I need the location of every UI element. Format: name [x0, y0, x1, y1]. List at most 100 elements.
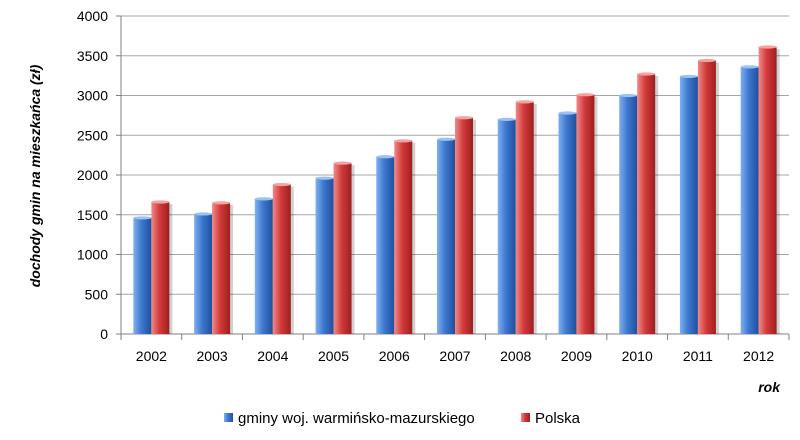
bar-body — [194, 213, 213, 334]
bar-warminsko-mazurskie — [376, 155, 398, 334]
bar-cap — [272, 182, 291, 187]
bar-body — [515, 101, 534, 334]
bar-cap — [315, 176, 334, 180]
legend-swatch-warminsko-mazurskie — [224, 413, 233, 422]
x-tick-label: 2012 — [743, 348, 774, 364]
bar-cap — [151, 200, 170, 204]
bar-cap — [619, 93, 638, 98]
legend: gminy woj. warmińsko-mazurskiego Polska — [224, 410, 581, 427]
y-tick-label: 4000 — [77, 8, 108, 24]
bar-body — [254, 198, 273, 334]
bar-cap — [576, 93, 595, 97]
legend-label-warminsko-mazurskie: gminy woj. warmińsko-mazurskiego — [238, 410, 475, 427]
y-tick-label: 1000 — [77, 247, 108, 263]
y-tick-label: 2500 — [77, 127, 108, 143]
bar-polska — [151, 200, 173, 334]
legend-label-polska: Polska — [535, 410, 581, 427]
bar-body — [758, 47, 777, 334]
x-tick-label: 2003 — [197, 348, 228, 364]
bar-warminsko-mazurskie — [679, 74, 701, 335]
bar-warminsko-mazurskie — [619, 93, 641, 334]
x-tick-label: 2007 — [439, 348, 470, 364]
bar-body — [679, 76, 698, 335]
bar-warminsko-mazurskie — [740, 65, 762, 334]
bar-polska — [455, 116, 476, 334]
legend-swatch-polska — [521, 413, 530, 422]
bar-cap — [697, 58, 716, 63]
bar-polska — [394, 139, 416, 334]
bar-body — [637, 74, 656, 334]
bar-body — [697, 60, 716, 335]
bar-warminsko-mazurskie — [558, 111, 580, 335]
bars — [133, 45, 780, 335]
bar-body — [376, 156, 395, 334]
bar-body — [576, 94, 595, 334]
y-tick-label: 1500 — [77, 207, 108, 223]
bar-polska — [697, 58, 719, 335]
x-tick-label: 2002 — [136, 348, 167, 364]
y-tick-label: 500 — [85, 286, 109, 302]
y-tick-label: 2000 — [77, 167, 108, 183]
y-tick-label: 0 — [100, 326, 108, 342]
bar-cap — [637, 72, 656, 76]
bar-cap — [497, 117, 516, 121]
bar-warminsko-mazurskie — [497, 117, 519, 334]
bar-body — [212, 202, 231, 334]
bar-cap — [758, 45, 777, 49]
bar-polska — [637, 72, 659, 334]
bar-cap — [455, 116, 473, 120]
bar-cap — [437, 137, 455, 141]
bar-cap — [333, 161, 352, 165]
bar-polska — [333, 161, 355, 334]
bar-body — [333, 163, 352, 334]
bar-body — [151, 202, 170, 334]
legend-item-warminsko-mazurskie: gminy woj. warmińsko-mazurskiego — [224, 410, 475, 427]
x-tick-label: 2008 — [500, 348, 531, 364]
x-tick-label: 2011 — [683, 348, 713, 364]
bar-cap — [740, 65, 759, 69]
axes — [116, 15, 790, 340]
bar-cap — [679, 74, 698, 79]
x-tick-labels: 2002 2003 2004 2005 2006 2007 2008 2009 2010 2011… — [136, 348, 775, 364]
x-tick-label: 2006 — [379, 348, 410, 364]
bar-warminsko-mazurskie — [254, 197, 276, 334]
bar-body — [133, 217, 152, 334]
bar-warminsko-mazurskie — [133, 216, 155, 334]
bar-polska — [576, 93, 598, 334]
y-tick-label: 3500 — [77, 48, 108, 64]
x-tick-label: 2009 — [561, 348, 592, 364]
y-tick-label: 3000 — [77, 88, 108, 104]
bar-body — [272, 184, 291, 334]
bar-polska — [758, 45, 780, 334]
bar-body — [455, 117, 473, 334]
bar-body — [315, 178, 334, 334]
legend-item-polska: Polska — [521, 410, 581, 427]
bar-cap — [194, 212, 213, 216]
bar-polska — [212, 201, 234, 334]
bar-body — [394, 140, 413, 334]
bar-warminsko-mazurskie — [437, 137, 458, 334]
bar-polska — [515, 100, 537, 334]
bar-warminsko-mazurskie — [315, 176, 337, 334]
y-tick-labels: 0 500 1000 1500 2000 2500 3000 3500 4000 — [77, 8, 108, 342]
bar-cap — [254, 197, 273, 201]
bar-body — [437, 139, 455, 334]
bar-cap — [212, 201, 231, 205]
bar-body — [740, 66, 759, 334]
bar-cap — [558, 111, 577, 115]
x-tick-label: 2010 — [622, 348, 653, 364]
bar-body — [558, 112, 577, 335]
bar-cap — [394, 139, 413, 143]
y-axis-title: dochody gmin na mieszkańca (zł) — [27, 64, 43, 287]
bar-warminsko-mazurskie — [194, 212, 216, 334]
bar-cap — [133, 216, 152, 220]
bar-body — [619, 95, 638, 334]
bar-cap — [376, 155, 395, 159]
bar-cap — [515, 100, 534, 104]
bar-polska — [272, 182, 294, 334]
bar-body — [497, 119, 516, 334]
x-axis-title: rok — [758, 379, 781, 395]
x-tick-label: 2004 — [257, 348, 288, 364]
